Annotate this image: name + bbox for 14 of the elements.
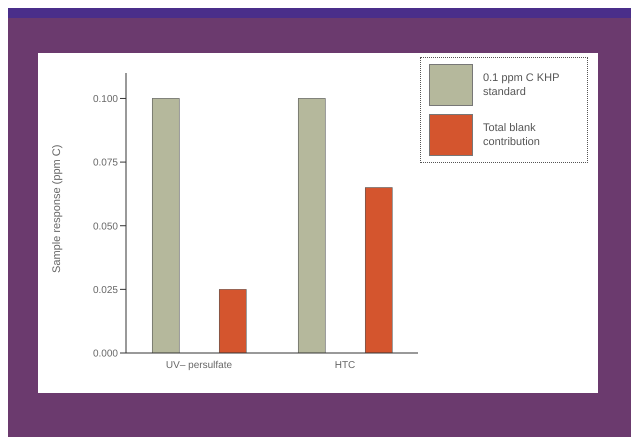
y-tick-label: 0.000 xyxy=(92,348,118,360)
x-tick-label: HTC xyxy=(334,360,356,372)
y-tick-label: 0.025 xyxy=(92,284,118,296)
bar xyxy=(298,98,326,353)
y-tick-label: 0.050 xyxy=(92,221,118,232)
bar xyxy=(218,289,247,353)
bar xyxy=(152,98,180,353)
x-tick-label: UV– persulfate xyxy=(166,360,233,372)
text: Total blank contribution xyxy=(483,121,541,149)
text: 0.1 ppm C KHP standard xyxy=(483,71,560,99)
y-tick-label: 0.100 xyxy=(92,94,118,106)
y-axis-title: Sample response (ppm C) xyxy=(50,144,63,273)
y-tick-label: 0.075 xyxy=(92,158,118,169)
bar xyxy=(364,187,393,353)
